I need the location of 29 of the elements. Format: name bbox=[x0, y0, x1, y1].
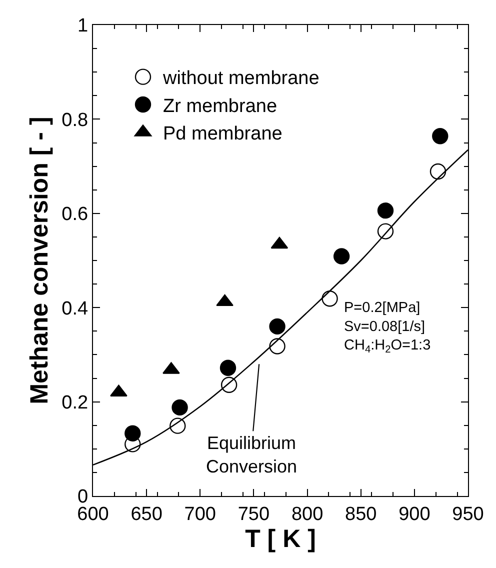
point bbox=[322, 290, 338, 307]
point bbox=[269, 338, 286, 354]
y-tick-label: 1 bbox=[77, 16, 88, 37]
y-tick-label: 0.4 bbox=[62, 298, 88, 320]
legend-label: Pd membrane bbox=[163, 124, 282, 145]
point bbox=[172, 399, 188, 416]
x-axis-title: T [ K ] bbox=[245, 524, 316, 553]
x-tick-label: 700 bbox=[184, 504, 216, 525]
point bbox=[220, 360, 236, 376]
point bbox=[432, 128, 448, 144]
legend-label: without membrane bbox=[162, 68, 320, 90]
point bbox=[430, 163, 446, 180]
annotation: Equilibrium Conversion bbox=[206, 433, 298, 476]
x-tick-label: 750 bbox=[238, 504, 270, 525]
y-axis-title: Methane conversion [ - ] bbox=[25, 116, 54, 404]
x-tick-label: 850 bbox=[345, 504, 377, 525]
x-tick-label: 900 bbox=[398, 504, 430, 525]
point bbox=[333, 248, 350, 264]
legend-label: Zr membrane bbox=[163, 96, 278, 117]
x-tick-label: 800 bbox=[291, 504, 324, 525]
point bbox=[124, 425, 141, 442]
x-tick-label: 650 bbox=[130, 504, 162, 525]
y-tick-label: 0.6 bbox=[62, 204, 88, 226]
y-tick-label: 0.2 bbox=[62, 392, 88, 414]
annotation: P=0.2[MPa] Sv=0.08[1/s] CH$_{4}$:H$_{2}$O=1:3 bbox=[344, 300, 431, 356]
y-tick-label: 0.8 bbox=[62, 110, 88, 131]
point bbox=[269, 318, 286, 335]
x-tick-label: 950 bbox=[452, 504, 484, 525]
point bbox=[377, 202, 394, 219]
